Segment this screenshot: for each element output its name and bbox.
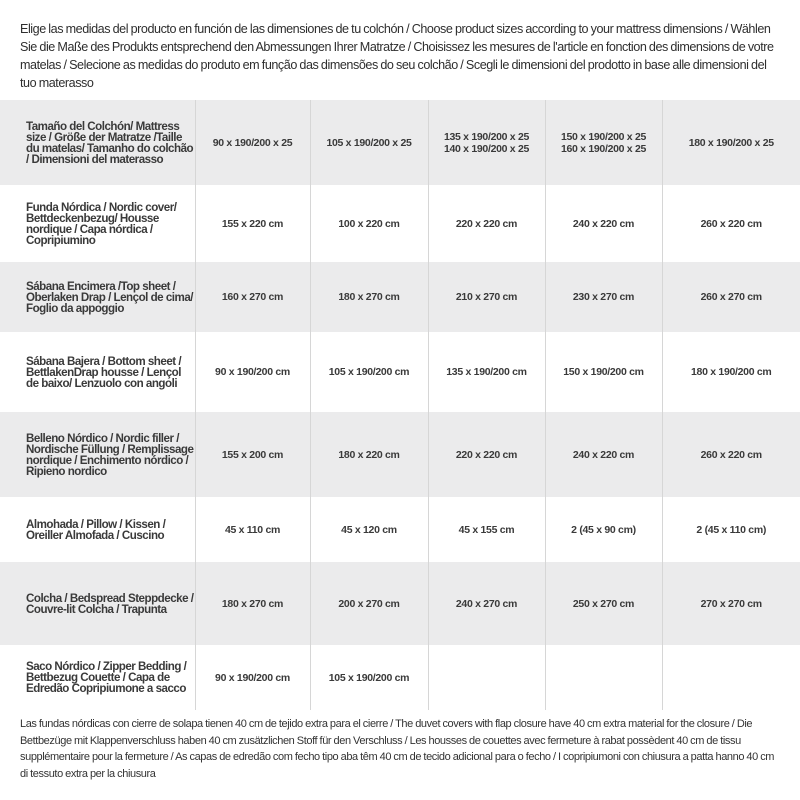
table-row: Almohada / Pillow / Kissen / Oreiller Al… <box>0 497 800 562</box>
size-cell: 45 x 120 cm <box>309 497 428 562</box>
size-cell: 270 x 270 cm <box>661 562 800 645</box>
footnote: Las fundas nórdicas con cierre de solapa… <box>20 718 775 780</box>
size-cell: 150 x 190/200 cm <box>544 332 662 412</box>
size-cell <box>544 645 662 710</box>
row-label: Tamaño del Colchón/ Mattress size / Größ… <box>0 100 195 185</box>
table-row: Saco Nórdico / Zipper Bedding / Bettbezu… <box>0 645 800 710</box>
table-row: Funda Nórdica / Nordic cover/ Bettdecken… <box>0 185 800 262</box>
size-table: Tamaño del Colchón/ Mattress size / Größ… <box>0 100 800 710</box>
size-cell: 240 x 270 cm <box>427 562 545 645</box>
size-cell: 180 x 220 cm <box>309 412 428 497</box>
table-row: Sábana Encimera /Top sheet / Oberlaken D… <box>0 262 800 332</box>
row-label: Funda Nórdica / Nordic cover/ Bettdecken… <box>26 200 177 247</box>
size-cell: 250 x 270 cm <box>544 562 662 645</box>
size-cell: 180 x 190/200 x 25 <box>661 100 800 185</box>
size-cell: 105 x 190/200 x 25 <box>309 100 428 185</box>
size-cell: 160 x 270 cm <box>194 262 310 332</box>
size-cell: 180 x 270 cm <box>194 562 310 645</box>
size-cell: 260 x 220 cm <box>661 412 800 497</box>
table-row: Tamaño del Colchón/ Mattress size / Größ… <box>0 100 800 185</box>
size-cell <box>427 645 545 710</box>
intro-text: Elige las medidas del producto en funció… <box>20 22 774 90</box>
size-cell: 100 x 220 cm <box>309 185 428 262</box>
size-cell: 90 x 190/200 cm <box>194 645 310 710</box>
size-cell: 135 x 190/200 x 25 140 x 190/200 x 25 <box>427 100 545 185</box>
size-cell: 105 x 190/200 cm <box>309 645 428 710</box>
size-cell: 2 (45 x 110 cm) <box>661 497 800 562</box>
size-cell: 90 x 190/200 x 25 <box>194 100 310 185</box>
size-cell: 45 x 155 cm <box>427 497 545 562</box>
size-cell: 2 (45 x 90 cm) <box>544 497 662 562</box>
size-cell: 240 x 220 cm <box>544 412 662 497</box>
size-cell: 135 x 190/200 cm <box>427 332 545 412</box>
size-cell: 210 x 270 cm <box>427 262 545 332</box>
size-cell: 220 x 220 cm <box>427 412 545 497</box>
row-label: Sábana Encimera /Top sheet / Oberlaken D… <box>0 262 195 332</box>
row-label: Sábana Bajera / Bottom sheet / Bettlaken… <box>26 354 182 390</box>
size-cell: 155 x 200 cm <box>194 412 310 497</box>
size-cell: 230 x 270 cm <box>544 262 662 332</box>
size-cell: 220 x 220 cm <box>427 185 545 262</box>
size-cell: 90 x 190/200 cm <box>194 332 310 412</box>
size-cell <box>661 645 800 710</box>
row-label: Colcha / Bedspread Steppdecke / Couvre-l… <box>0 562 195 645</box>
table-row: Belleno Nórdico / Nordic filler / Nordis… <box>0 412 800 497</box>
table-row: Sábana Bajera / Bottom sheet / Bettlaken… <box>0 332 800 412</box>
size-cell: 200 x 270 cm <box>309 562 428 645</box>
row-label: Belleno Nórdico / Nordic filler / Nordis… <box>0 412 195 497</box>
size-cell: 150 x 190/200 x 25 160 x 190/200 x 25 <box>544 100 662 185</box>
size-cell: 105 x 190/200 cm <box>309 332 428 412</box>
size-cell: 180 x 270 cm <box>309 262 428 332</box>
row-label: Almohada / Pillow / Kissen / Oreiller Al… <box>26 517 166 542</box>
size-cell: 260 x 220 cm <box>661 185 800 262</box>
table-row: Colcha / Bedspread Steppdecke / Couvre-l… <box>0 562 800 645</box>
size-cell: 155 x 220 cm <box>194 185 310 262</box>
size-cell: 240 x 220 cm <box>544 185 662 262</box>
row-label: Saco Nórdico / Zipper Bedding / Bettbezu… <box>26 660 187 695</box>
size-cell: 260 x 270 cm <box>661 262 800 332</box>
size-cell: 45 x 110 cm <box>194 497 310 562</box>
size-cell: 180 x 190/200 cm <box>661 332 800 412</box>
